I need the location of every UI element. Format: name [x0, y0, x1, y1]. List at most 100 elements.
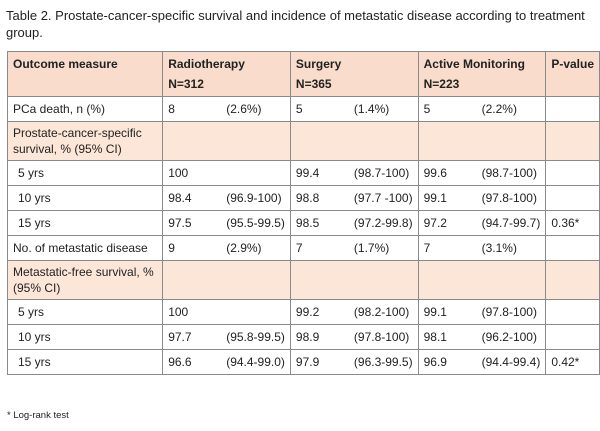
cell-p: 0.36*: [545, 210, 600, 236]
interval: (98.7-100): [353, 166, 410, 180]
interval: (97.8-100): [353, 330, 410, 344]
header-am-n: N=223: [423, 77, 460, 91]
value: 99.4: [295, 166, 320, 180]
header-sx-label: Surgery: [295, 57, 342, 71]
value: 5: [423, 102, 431, 116]
cell-sx: 5 (1.4%): [289, 96, 419, 122]
cell-rt: 97.7 (95.8-99.5): [162, 324, 291, 350]
cell-p: [545, 235, 600, 261]
section-row: Metastatic-free survival, % (95% CI): [6, 260, 600, 300]
row-label: 5 yrs: [6, 160, 164, 186]
cell-sx: 97.9 (96.3-99.5): [289, 349, 419, 375]
value: 9: [168, 241, 175, 255]
value: 8: [168, 102, 175, 116]
value: 99.6: [423, 166, 447, 180]
cell-rt: 100: [162, 299, 291, 325]
cell-am: 97.2 (94.7-99.7): [417, 210, 547, 236]
interval: (2.6%): [226, 102, 262, 116]
row-label: 5 yrs: [6, 299, 164, 325]
cell-am: 98.1 (96.2-100): [417, 324, 547, 350]
table-row: 10 yrs 97.7 (95.8-99.5) 98.9 (97.8-100) 98…: [6, 324, 600, 350]
cell-sx: 99.4 (98.7-100): [289, 160, 419, 186]
value: 97.5: [168, 216, 192, 230]
value: 99.2: [295, 305, 320, 319]
cell-am: 5 (2.2%): [417, 96, 547, 122]
row-label: No. of metastatic disease: [6, 235, 164, 261]
cell-p: 0.42*: [545, 349, 600, 375]
header-am-label: Active Monitoring: [423, 57, 525, 71]
value: 7: [295, 241, 303, 255]
table-row: 10 yrs 98.4 (96.9-100) 98.8 (97.7 -100) 99…: [6, 185, 600, 211]
header-surgery: Surgery N=365: [289, 51, 419, 97]
row-label: 10 yrs: [6, 185, 164, 211]
cell-am: 96.9 (94.4-99.4): [417, 349, 547, 375]
interval: (3.1%): [481, 241, 517, 255]
table-header-row: Outcome measure Radiotherapy N=312 Surger…: [6, 51, 600, 97]
table-row: 15 yrs 96.6 (94.4-99.0) 97.9 (96.3-99.5) 9…: [6, 349, 600, 375]
table-row: 15 yrs 97.5 (95.5-99.5) 98.5 (97.2-99.8) 9…: [6, 210, 600, 236]
cell-sx: 98.5 (97.2-99.8): [289, 210, 419, 236]
value: 100: [168, 166, 189, 180]
cell-rt: 96.6 (94.4-99.0): [162, 349, 291, 375]
value: 98.5: [295, 216, 320, 230]
interval: (96.3-99.5): [353, 355, 413, 369]
section-empty-cell: [417, 260, 547, 300]
row-label: 15 yrs: [6, 349, 164, 375]
value: 98.4: [168, 191, 192, 205]
section-empty-cell: [162, 121, 291, 161]
header-rt-n: N=312: [168, 77, 204, 91]
value: 98.8: [295, 191, 320, 205]
cell-rt: 8 (2.6%): [162, 96, 291, 122]
cell-rt: 9 (2.9%): [162, 235, 291, 261]
interval: (98.2-100): [353, 305, 410, 319]
interval: (97.8-100): [481, 305, 537, 319]
value: 98.1: [423, 330, 447, 344]
section-empty-cell: [417, 121, 547, 161]
section-empty-cell: [289, 121, 419, 161]
row-label: 10 yrs: [6, 324, 164, 350]
interval: (94.4-99.4): [481, 355, 541, 369]
cell-sx: 98.8 (97.7 -100): [289, 185, 419, 211]
cell-p: [545, 160, 600, 186]
value: 100: [168, 305, 189, 319]
cell-sx: 7 (1.7%): [289, 235, 419, 261]
interval: (96.9-100): [226, 191, 282, 205]
header-radiotherapy: Radiotherapy N=312: [162, 51, 291, 97]
interval: (95.5-99.5): [226, 216, 285, 230]
interval: (97.8-100): [481, 191, 537, 205]
value: 96.9: [423, 355, 447, 369]
section-label: Prostate-cancer-specific survival, % (95…: [6, 121, 164, 161]
cell-sx: 98.9 (97.8-100): [289, 324, 419, 350]
cell-sx: 99.2 (98.2-100): [289, 299, 419, 325]
table-footnote: * Log-rank test: [7, 410, 69, 421]
row-label: PCa death, n (%): [6, 96, 164, 122]
interval: (1.7%): [353, 241, 390, 255]
header-rt-label: Radiotherapy: [168, 57, 245, 71]
cell-am: 99.6 (98.7-100): [417, 160, 547, 186]
interval: (94.4-99.0): [226, 355, 285, 369]
value: 99.1: [423, 305, 447, 319]
cell-p: [545, 185, 600, 211]
cell-rt: 100: [162, 160, 291, 186]
table-row: 5 yrs 100 99.4 (98.7-100) 99.6 (98.7-100): [6, 160, 600, 186]
header-sx-n: N=365: [295, 77, 332, 91]
value: 5: [295, 102, 303, 116]
interval: (94.7-99.7): [481, 216, 541, 230]
cell-p: [545, 96, 600, 122]
cell-am: 99.1 (97.8-100): [417, 185, 547, 211]
interval: (1.4%): [353, 102, 390, 116]
value: 97.2: [423, 216, 447, 230]
header-active-monitoring: Active Monitoring N=223: [417, 51, 547, 97]
interval: (2.9%): [226, 241, 262, 255]
section-empty-cell: [162, 260, 291, 300]
table-row: No. of metastatic disease 9 (2.9%) 7 (1.7%…: [6, 235, 600, 261]
table-caption: Table 2. Prostate-cancer-specific surviv…: [6, 8, 585, 40]
value: 98.9: [295, 330, 320, 344]
table-row: PCa death, n (%) 8 (2.6%) 5 (1.4%) 5 (2.2%): [6, 96, 600, 122]
value: 99.1: [423, 191, 447, 205]
interval: (97.7 -100): [353, 191, 413, 205]
cell-am: 7 (3.1%): [417, 235, 547, 261]
header-outcome: Outcome measure: [6, 51, 164, 97]
value: 97.9: [295, 355, 320, 369]
interval: (97.2-99.8): [353, 216, 413, 230]
